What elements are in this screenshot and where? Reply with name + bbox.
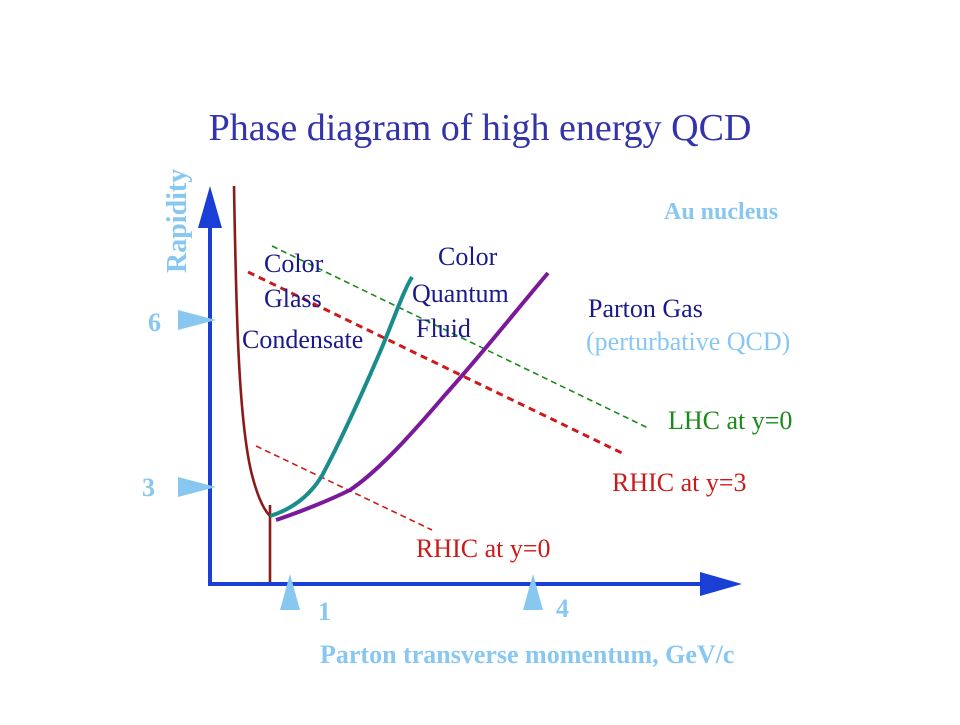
x-axis-label: Parton transverse momentum, GeV/c (320, 640, 734, 669)
y-tick-arrow-3 (178, 477, 216, 497)
cgc-label-line3: Condensate (242, 325, 363, 354)
cgc-label-line2: Glass (264, 284, 322, 313)
x-tick-label-1: 1 (318, 597, 331, 626)
cgc-label-line1: Color (264, 249, 324, 278)
rhic0-dashed-line (255, 445, 433, 531)
x-axis-arrowhead (700, 572, 742, 596)
y-axis-arrowhead (198, 186, 222, 228)
cqf-label-line2: Quantum (412, 279, 509, 308)
x-tick-arrow-4 (523, 574, 543, 610)
parton-gas-label: Parton Gas (588, 294, 703, 323)
page-title: Phase diagram of high energy QCD (209, 107, 752, 149)
y-axis-label: Rapidity (162, 169, 193, 273)
rhic3-dashed-line (247, 270, 627, 457)
y-tick-arrow-6 (178, 310, 216, 330)
cqf-label-line1: Color (438, 242, 498, 271)
rhic3-label: RHIC at y=3 (612, 468, 747, 497)
x-tick-arrow-1 (280, 574, 300, 610)
y-tick-label-6: 6 (148, 308, 161, 337)
au-nucleus-label: Au nucleus (664, 199, 778, 225)
perturbative-qcd-label: (perturbative QCD) (586, 327, 790, 356)
x-tick-label-4: 4 (556, 594, 569, 623)
cqf-gas-boundary-curve (275, 271, 550, 522)
cqf-label-line3: Fluid (416, 314, 471, 343)
lhc-label: LHC at y=0 (668, 406, 792, 435)
rhic0-label: RHIC at y=0 (416, 534, 551, 563)
saturation-boundary-curve (232, 185, 271, 517)
cgc-cqf-boundary-curve (269, 275, 414, 518)
y-tick-label-3: 3 (142, 473, 155, 502)
